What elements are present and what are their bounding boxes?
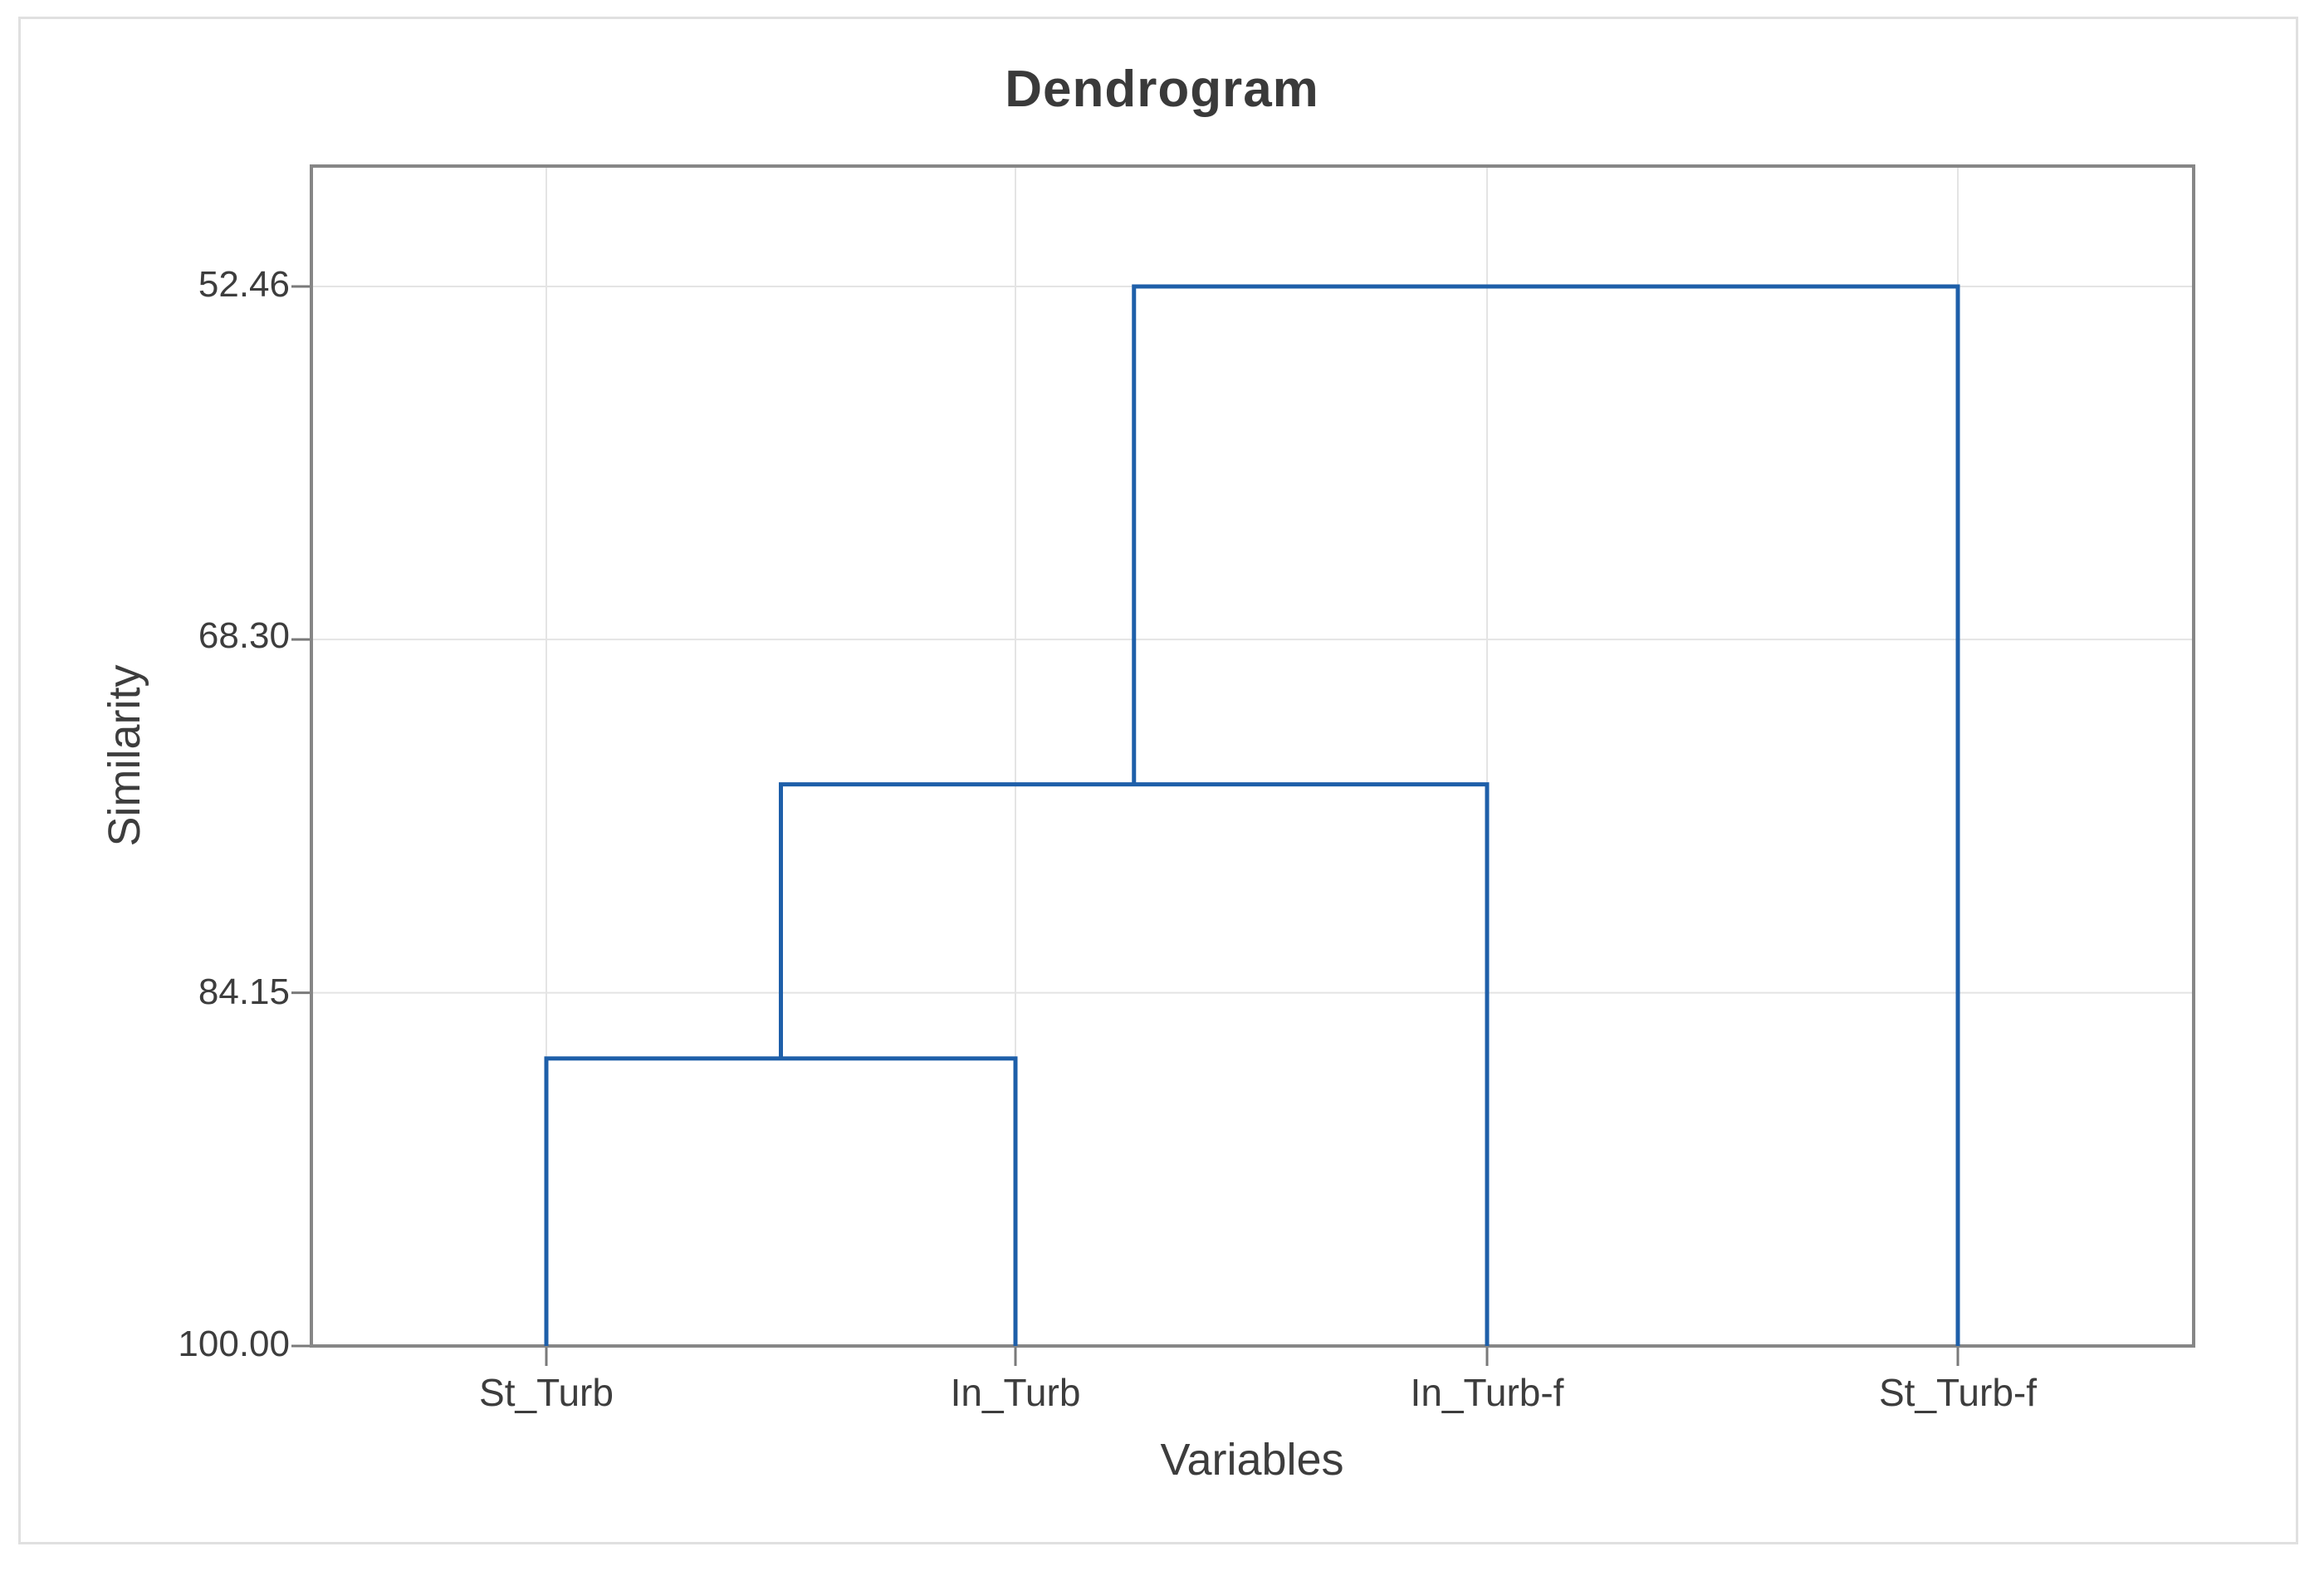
- y-axis-title: Similarity: [100, 664, 149, 847]
- x-category-label-in-turb-f: In_Turb-f: [1410, 1371, 1564, 1414]
- y-tick-label-100-00: 100.00: [178, 1324, 290, 1364]
- gridlines: [311, 166, 2194, 1346]
- graph-outer-frame: [18, 17, 2298, 1544]
- x-category-label-in-turb: In_Turb: [950, 1371, 1081, 1414]
- y-tick-label-68-30: 68.30: [198, 615, 290, 656]
- plot-border: [310, 164, 2195, 1348]
- dendrogram-merge-0: [544, 1056, 1018, 1346]
- axis-tick-marks: [291, 285, 1959, 1366]
- y-tick-label-52-46: 52.46: [198, 264, 290, 305]
- chart-title: Dendrogram: [1005, 61, 1319, 118]
- y-tick-label-84-15: 84.15: [198, 971, 290, 1012]
- dendrogram-merge-1: [779, 782, 1490, 1346]
- dendrogram-branches: [544, 284, 1960, 1346]
- x-category-label-st-turb-f: St_Turb-f: [1878, 1371, 2038, 1414]
- dendrogram-merge-2: [1132, 284, 1960, 1346]
- x-category-label-st-turb: St_Turb: [479, 1371, 614, 1414]
- x-axis-title: Variables: [1160, 1435, 1344, 1485]
